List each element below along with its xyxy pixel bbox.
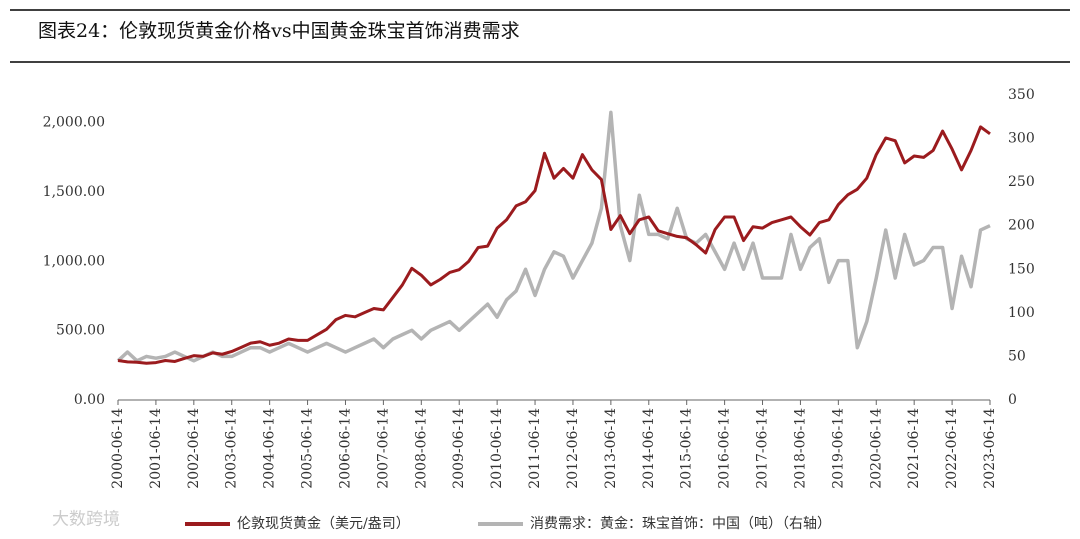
x-tick-label: 2006-06-14 — [337, 408, 353, 489]
series-line — [117, 125, 991, 365]
y2-tick-label: 350 — [1008, 87, 1035, 103]
x-tick-label: 2002-06-14 — [186, 408, 202, 489]
chart-title: 图表24：伦敦现货黄金价格vs中国黄金珠宝首饰消费需求 — [38, 20, 520, 42]
legend-label: 消费需求：黄金：珠宝首饰：中国（吨）（右轴） — [530, 515, 831, 532]
y-tick-label: 2,000.00 — [43, 115, 105, 131]
x-tick-label: 2018-06-14 — [792, 408, 808, 489]
y2-tick-label: 200 — [1008, 218, 1035, 234]
y-tick-label: 500.00 — [56, 323, 105, 339]
x-tick-label: 2000-06-14 — [110, 408, 126, 489]
y-tick-label: 0.00 — [74, 392, 105, 408]
y2-tick-label: 250 — [1008, 174, 1035, 190]
x-tick-label: 2013-06-14 — [603, 408, 619, 489]
y2-tick-label: 100 — [1008, 305, 1035, 321]
x-tick-label: 2008-06-14 — [413, 408, 429, 489]
legend-label: 伦敦现货黄金（美元/盎司） — [237, 515, 410, 532]
x-tick-label: 2020-06-14 — [868, 408, 884, 489]
y2-tick-label: 50 — [1008, 348, 1026, 364]
x-tick-label: 2012-06-14 — [565, 408, 581, 489]
y2-tick-label: 300 — [1008, 131, 1035, 147]
x-tick-label: 2003-06-14 — [224, 408, 240, 489]
x-tick-label: 2016-06-14 — [717, 408, 733, 489]
x-tick-label: 2014-06-14 — [641, 408, 657, 489]
x-tick-label: 2004-06-14 — [262, 408, 278, 489]
y2-tick-label: 0 — [1008, 392, 1017, 408]
x-tick-label: 2023-06-14 — [982, 408, 998, 489]
x-tick-label: 2017-06-14 — [755, 408, 771, 489]
x-tick-label: 2015-06-14 — [679, 408, 695, 489]
x-tick-label: 2007-06-14 — [375, 408, 391, 489]
x-tick-label: 2022-06-14 — [944, 408, 960, 489]
x-tick-label: 2021-06-14 — [906, 408, 922, 489]
series-line — [116, 110, 991, 363]
x-tick-label: 2010-06-14 — [489, 408, 505, 489]
y-tick-label: 1,500.00 — [43, 184, 105, 200]
x-tick-label: 2005-06-14 — [300, 408, 316, 489]
x-tick-label: 2011-06-14 — [527, 408, 543, 489]
x-tick-label: 2009-06-14 — [451, 408, 467, 489]
x-tick-label: 2019-06-14 — [830, 408, 846, 489]
y2-tick-label: 150 — [1008, 261, 1035, 277]
x-tick-label: 2001-06-14 — [148, 408, 164, 489]
watermark: 大数跨境 — [52, 510, 120, 530]
y-tick-label: 1,000.00 — [43, 253, 105, 269]
